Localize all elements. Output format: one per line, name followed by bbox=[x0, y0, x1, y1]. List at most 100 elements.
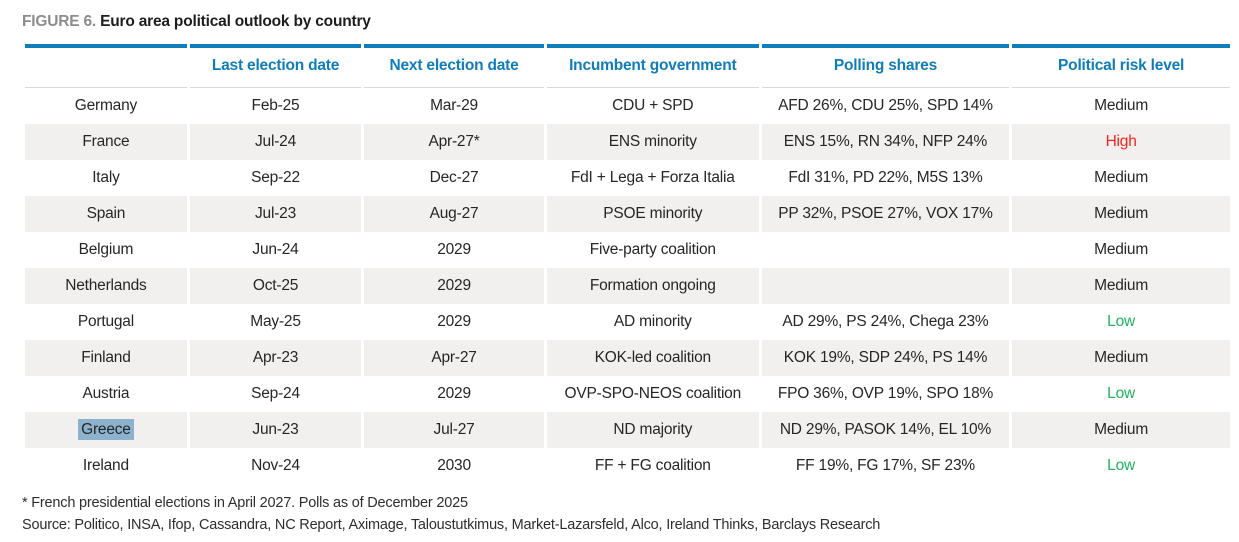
next-election-cell: 2030 bbox=[437, 457, 471, 474]
polling-shares-cell bbox=[762, 232, 1010, 268]
table-row: Austria Sep-24 2029 OVP-SPO-NEOS coaliti… bbox=[25, 376, 1230, 412]
incumbent-government-cell: FF + FG coalition bbox=[594, 457, 711, 474]
table-row: Spain Jul-23 Aug-27 PSOE minority PP 32%… bbox=[25, 196, 1230, 232]
last-election-cell: Jun-24 bbox=[252, 241, 299, 258]
country-cell: Netherlands bbox=[25, 268, 187, 304]
next-election-cell: Apr-27 bbox=[364, 340, 544, 376]
country-cell: Germany bbox=[25, 88, 187, 124]
polling-shares-cell: FF 19%, FG 17%, SF 23% bbox=[795, 457, 975, 474]
last-election-cell: Sep-22 bbox=[251, 169, 300, 186]
country-label: Portugal bbox=[77, 313, 134, 330]
country-label: Ireland bbox=[82, 457, 129, 474]
column-header-incumbent-government: Incumbent government bbox=[546, 44, 759, 88]
polling-shares-cell: FPO 36%, OVP 19%, SPO 18% bbox=[777, 385, 994, 402]
figure-title-text: Euro area political outlook by country bbox=[100, 13, 371, 30]
column-header-last-election: Last election date bbox=[189, 44, 362, 88]
polling-shares-cell: ND 29%, PASOK 14%, EL 10% bbox=[761, 412, 1010, 448]
table-row: Netherlands Oct-25 2029 Formation ongoin… bbox=[25, 268, 1230, 304]
table-row: Germany Feb-25 Mar-29 CDU + SPD AFD 26%,… bbox=[25, 88, 1230, 124]
table-row: Italy Sep-22 Dec-27 FdI + Lega + Forza I… bbox=[25, 160, 1230, 196]
next-election-cell: 2029 bbox=[437, 313, 471, 330]
country-cell: Greece bbox=[25, 412, 187, 448]
table-row: Finland Apr-23 Apr-27 KOK-led coalition … bbox=[25, 340, 1230, 376]
country-label: Austria bbox=[82, 385, 130, 402]
country-cell: Spain bbox=[25, 196, 187, 232]
country-cell: Portugal bbox=[25, 304, 187, 340]
figure-title: FIGURE 6. Euro area political outlook by… bbox=[22, 12, 1231, 32]
political-risk-cell: Low bbox=[1107, 313, 1136, 330]
country-cell: Finland bbox=[25, 340, 187, 376]
political-outlook-table: Last election date Next election date In… bbox=[22, 44, 1233, 484]
column-header-political-risk: Political risk level bbox=[1012, 44, 1230, 88]
polling-shares-cell: KOK 19%, SDP 24%, PS 14% bbox=[761, 340, 1010, 376]
next-election-cell: Jul-27 bbox=[364, 412, 544, 448]
last-election-cell: Sep-24 bbox=[251, 385, 300, 402]
table-row: Portugal May-25 2029 AD minority AD 29%,… bbox=[25, 304, 1230, 340]
table-body: Germany Feb-25 Mar-29 CDU + SPD AFD 26%,… bbox=[25, 88, 1230, 484]
next-election-cell: Mar-29 bbox=[430, 97, 478, 114]
polling-shares-cell: ENS 15%, RN 34%, NFP 24% bbox=[761, 124, 1010, 160]
footnote-source: Source: Politico, INSA, Ifop, Cassandra,… bbox=[22, 517, 881, 533]
country-cell: France bbox=[25, 124, 187, 160]
country-label: Belgium bbox=[78, 241, 134, 258]
last-election-cell: May-25 bbox=[250, 313, 301, 330]
incumbent-government-cell: KOK-led coalition bbox=[546, 340, 759, 376]
incumbent-government-cell: CDU + SPD bbox=[612, 97, 694, 114]
column-header-polling-shares: Polling shares bbox=[761, 44, 1010, 88]
incumbent-government-cell: FdI + Lega + Forza Italia bbox=[570, 169, 735, 186]
column-header-next-election: Next election date bbox=[364, 44, 544, 88]
polling-shares-cell bbox=[761, 268, 1010, 304]
country-label: Greece bbox=[78, 419, 134, 440]
polling-shares-cell: FdI 31%, PD 22%, M5S 13% bbox=[788, 169, 983, 186]
political-risk-cell: Medium bbox=[1094, 241, 1149, 258]
polling-shares-cell: AD 29%, PS 24%, Chega 23% bbox=[782, 313, 989, 330]
country-cell: Ireland bbox=[25, 448, 187, 484]
country-label: Italy bbox=[92, 169, 120, 186]
country-cell: Italy bbox=[25, 160, 187, 196]
political-risk-cell: Low bbox=[1107, 385, 1136, 402]
country-label: Spain bbox=[86, 205, 126, 222]
country-label: France bbox=[82, 133, 130, 150]
next-election-cell: Dec-27 bbox=[429, 169, 479, 186]
next-election-cell: 2029 bbox=[364, 268, 544, 304]
political-risk-cell: Medium bbox=[1094, 97, 1149, 114]
political-risk-cell: High bbox=[1012, 124, 1230, 160]
table-row: Belgium Jun-24 2029 Five-party coalition… bbox=[25, 232, 1230, 268]
polling-shares-cell: PP 32%, PSOE 27%, VOX 17% bbox=[761, 196, 1010, 232]
last-election-cell: Jul-23 bbox=[189, 196, 362, 232]
incumbent-government-cell: Five-party coalition bbox=[589, 241, 716, 258]
country-label: Netherlands bbox=[65, 277, 147, 294]
political-risk-cell: Low bbox=[1107, 457, 1136, 474]
last-election-cell: Apr-23 bbox=[189, 340, 362, 376]
political-risk-cell: Medium bbox=[1012, 268, 1230, 304]
header-row: Last election date Next election date In… bbox=[25, 44, 1230, 88]
last-election-cell: Jun-23 bbox=[189, 412, 362, 448]
political-risk-cell: Medium bbox=[1094, 169, 1149, 186]
political-risk-cell: Medium bbox=[1012, 196, 1230, 232]
incumbent-government-cell: Formation ongoing bbox=[546, 268, 759, 304]
political-risk-cell: Medium bbox=[1012, 340, 1230, 376]
country-cell: Belgium bbox=[25, 232, 187, 268]
next-election-cell: 2029 bbox=[437, 385, 471, 402]
footnotes: * French presidential elections in April… bbox=[22, 492, 1231, 536]
last-election-cell: Jul-24 bbox=[189, 124, 362, 160]
next-election-cell: Aug-27 bbox=[364, 196, 544, 232]
country-cell: Austria bbox=[25, 376, 187, 412]
figure-label: FIGURE 6. bbox=[22, 13, 96, 30]
table-row: Greece Jun-23 Jul-27 ND majority ND 29%,… bbox=[25, 412, 1230, 448]
next-election-cell: 2029 bbox=[437, 241, 471, 258]
country-label: Finland bbox=[81, 349, 131, 366]
incumbent-government-cell: ND majority bbox=[546, 412, 759, 448]
last-election-cell: Oct-25 bbox=[189, 268, 362, 304]
next-election-cell: Apr-27* bbox=[364, 124, 544, 160]
polling-shares-cell: AFD 26%, CDU 25%, SPD 14% bbox=[778, 97, 993, 114]
table-row: France Jul-24 Apr-27* ENS minority ENS 1… bbox=[25, 124, 1230, 160]
footnote-asterisk: * French presidential elections in April… bbox=[22, 495, 468, 511]
incumbent-government-cell: OVP-SPO-NEOS coalition bbox=[564, 385, 742, 402]
political-risk-cell: Medium bbox=[1012, 412, 1230, 448]
last-election-cell: Feb-25 bbox=[251, 97, 300, 114]
country-label: Germany bbox=[74, 97, 138, 114]
last-election-cell: Nov-24 bbox=[251, 457, 300, 474]
incumbent-government-cell: ENS minority bbox=[546, 124, 759, 160]
incumbent-government-cell: PSOE minority bbox=[546, 196, 759, 232]
